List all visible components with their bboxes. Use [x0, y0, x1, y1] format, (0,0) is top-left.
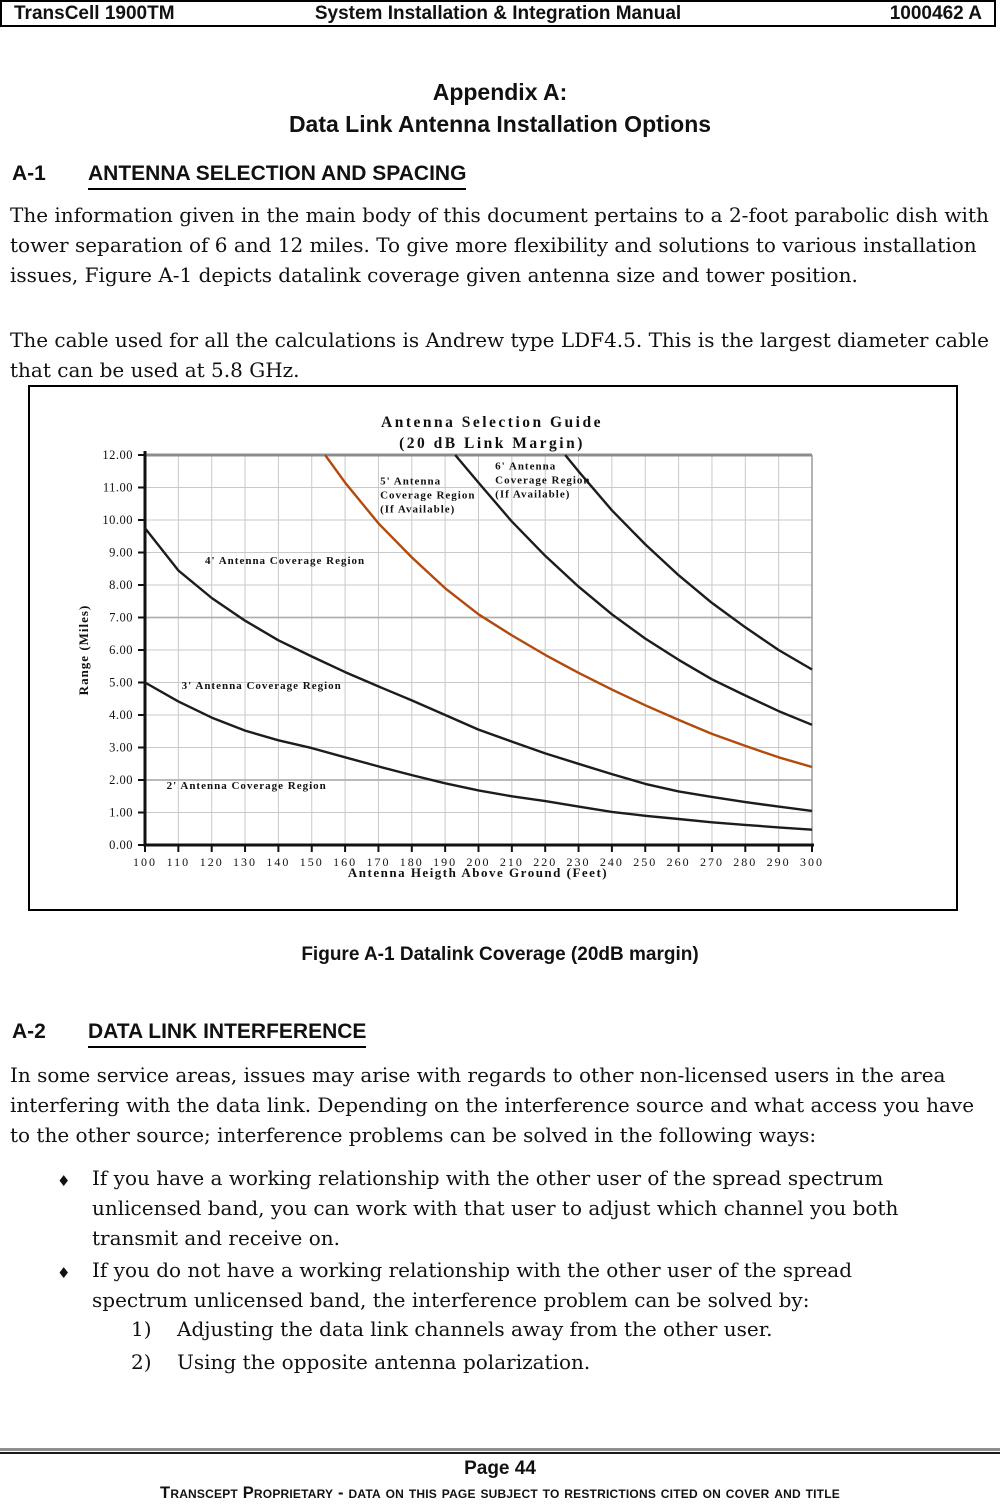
- svg-text:160: 160: [333, 855, 357, 869]
- a2-paragraph-1: In some service areas, issues may arise …: [10, 1063, 975, 1147]
- svg-text:170: 170: [366, 855, 390, 869]
- svg-text:12.00: 12.00: [102, 448, 133, 462]
- numbered-item-text: Using the opposite antenna polarization.: [177, 1350, 591, 1374]
- list-item: ♦ If you have a working relationship wit…: [57, 1163, 937, 1253]
- list-item: ♦ If you do not have a working relations…: [57, 1255, 937, 1315]
- svg-text:8.00: 8.00: [109, 578, 133, 592]
- footer-page-number: Page 44: [464, 1458, 536, 1479]
- svg-text:5.00: 5.00: [109, 676, 133, 690]
- section-a1-heading-row: A-1 ANTENNA SELECTION AND SPACING: [12, 162, 467, 190]
- numbered-item-label: 2): [131, 1350, 152, 1374]
- svg-text:240: 240: [600, 855, 624, 869]
- svg-text:220: 220: [533, 855, 557, 869]
- svg-text:10.00: 10.00: [102, 513, 133, 527]
- page-header: System Installation & Integration Manual…: [0, 0, 996, 27]
- svg-text:210: 210: [500, 855, 524, 869]
- svg-text:270: 270: [700, 855, 724, 869]
- a1-paragraph-1: The information given in the main body o…: [10, 203, 989, 287]
- svg-text:9.00: 9.00: [109, 546, 133, 560]
- svg-text:2' Antenna Coverage Region: 2' Antenna Coverage Region: [167, 780, 327, 792]
- numbered-item: 2) Using the opposite antenna polarizati…: [131, 1347, 951, 1377]
- svg-text:7.00: 7.00: [109, 611, 133, 625]
- section-a2-heading-row: A-2 DATA LINK INTERFERENCE: [12, 1020, 367, 1048]
- header-product-name: TransCell 1900TM: [14, 2, 175, 24]
- svg-text:(If Available): (If Available): [380, 503, 455, 515]
- footer-proprietary-notice: Transcept Proprietary - data on this pag…: [160, 1484, 840, 1502]
- svg-text:Coverage Region: Coverage Region: [495, 475, 590, 487]
- numbered-item-label: 1): [131, 1317, 152, 1341]
- svg-text:3' Antenna Coverage Region: 3' Antenna Coverage Region: [182, 680, 342, 692]
- svg-text:230: 230: [567, 855, 591, 869]
- svg-text:11.00: 11.00: [103, 481, 133, 495]
- section-a2-heading: DATA LINK INTERFERENCE: [88, 1020, 367, 1048]
- bullet-text: If you have a working relationship with …: [92, 1166, 899, 1250]
- svg-text:260: 260: [667, 855, 691, 869]
- svg-text:Range (Miles): Range (Miles): [76, 605, 91, 696]
- svg-text:6' Antenna: 6' Antenna: [495, 461, 556, 473]
- svg-text:1.00: 1.00: [109, 806, 133, 820]
- svg-text:Antenna Heigth Above Ground (F: Antenna Heigth Above Ground (Feet): [348, 865, 608, 880]
- svg-text:290: 290: [767, 855, 791, 869]
- svg-text:Coverage Region: Coverage Region: [380, 489, 475, 501]
- svg-text:2.00: 2.00: [109, 773, 133, 787]
- svg-text:4' Antenna Coverage Region: 4' Antenna Coverage Region: [205, 555, 365, 567]
- svg-text:130: 130: [233, 855, 257, 869]
- svg-text:100: 100: [133, 855, 157, 869]
- svg-text:Antenna Selection Guide: Antenna Selection Guide: [381, 414, 603, 431]
- numbered-item-text: Adjusting the data link channels away fr…: [177, 1317, 773, 1341]
- appendix-title-line1: Appendix A:: [432, 79, 568, 105]
- svg-text:200: 200: [467, 855, 491, 869]
- svg-text:6.00: 6.00: [109, 643, 133, 657]
- section-a2-number: A-2: [12, 1020, 46, 1043]
- svg-text:250: 250: [633, 855, 657, 869]
- svg-text:150: 150: [300, 855, 324, 869]
- a1-paragraph-2: The cable used for all the calculations …: [10, 328, 990, 382]
- numbered-item: 1) Adjusting the data link channels away…: [131, 1314, 951, 1344]
- svg-text:110: 110: [167, 855, 191, 869]
- bullet-text: If you do not have a working relationshi…: [92, 1258, 852, 1312]
- figure-a1-caption: Figure A-1 Datalink Coverage (20dB margi…: [301, 944, 699, 965]
- svg-text:(20 dB Link Margin): (20 dB Link Margin): [399, 435, 585, 452]
- svg-text:300: 300: [800, 855, 824, 869]
- svg-text:120: 120: [200, 855, 224, 869]
- svg-text:4.00: 4.00: [109, 708, 133, 722]
- bullet-diamond-icon: ♦: [57, 1264, 71, 1282]
- footer-rule: [0, 1448, 1000, 1454]
- section-a1-number: A-1: [12, 162, 46, 185]
- section-a1-heading: ANTENNA SELECTION AND SPACING: [88, 162, 467, 190]
- svg-text:5' Antenna: 5' Antenna: [380, 475, 441, 487]
- svg-text:190: 190: [433, 855, 457, 869]
- header-manual-title: System Installation & Integration Manual: [314, 2, 682, 24]
- svg-text:280: 280: [733, 855, 757, 869]
- svg-text:3.00: 3.00: [109, 741, 133, 755]
- appendix-title: Appendix A: Data Link Antenna Installati…: [0, 76, 1000, 140]
- bullet-diamond-icon: ♦: [57, 1172, 71, 1190]
- appendix-title-line2: Data Link Antenna Installation Options: [288, 111, 712, 137]
- antenna-selection-chart: 0.00 1.00 2.00 3.00 4.00 5.00 6.00 7.00 8.00 9.00…: [76, 414, 824, 880]
- svg-text:0.00: 0.00: [109, 838, 133, 852]
- header-doc-number: 1000462 A: [889, 2, 982, 24]
- svg-text:140: 140: [266, 855, 290, 869]
- svg-text:(If Available): (If Available): [495, 489, 570, 501]
- figure-a1-chart-frame: 0.00 1.00 2.00 3.00 4.00 5.00 6.00 7.00 8.00 9.00…: [28, 385, 958, 911]
- svg-text:180: 180: [400, 855, 424, 869]
